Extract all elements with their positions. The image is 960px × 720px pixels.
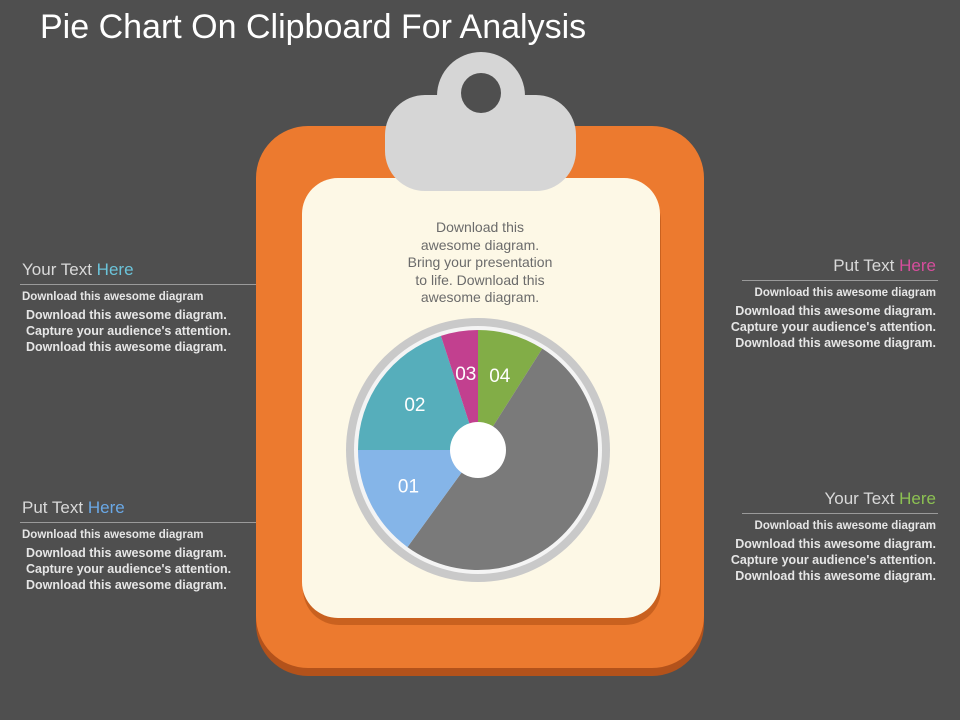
block-heading: Put Text Here — [700, 256, 940, 280]
pie-slice-label: 02 — [404, 395, 425, 416]
body-line: Download this awesome diagram. — [735, 304, 936, 318]
body-line: Download this awesome diagram. — [26, 340, 227, 354]
center-line: awesome diagram. — [420, 236, 540, 253]
block-body: Download this awesome diagram. Capture y… — [700, 536, 940, 584]
pie-slice-label: 04 — [489, 366, 511, 387]
pie-slice-label: 03 — [455, 364, 476, 385]
block-heading: Your Text Here — [18, 260, 258, 284]
heading-main: Put Text — [833, 256, 900, 275]
heading-main: Put Text — [22, 498, 88, 517]
clip-icon — [385, 52, 576, 191]
page-title: Pie Chart On Clipboard For Analysis — [40, 8, 587, 46]
pie-slice-02 — [358, 335, 478, 450]
body-line: Capture your audience's attention. — [730, 320, 936, 334]
body-line: Capture your audience's attention. — [730, 553, 936, 567]
pie-slice-label: 01 — [398, 476, 419, 497]
divider — [742, 280, 938, 281]
heading-accent: Here — [96, 260, 134, 279]
text-block-bottom-right: Your Text Here Download this awesome dia… — [700, 489, 940, 584]
body-line: Capture your audience's attention. — [26, 324, 232, 338]
center-description: Download this awesome diagram. Bring you… — [395, 219, 565, 307]
center-line: Bring your presentation — [407, 254, 553, 270]
heading-accent: Here — [899, 256, 936, 275]
center-line: awesome diagram. — [420, 289, 540, 305]
block-body: Download this awesome diagram. Capture y… — [18, 307, 258, 355]
block-subheading: Download this awesome diagram — [754, 520, 936, 532]
pie-slice-04 — [478, 330, 543, 450]
center-line: Download this — [436, 219, 524, 235]
body-line: Download this awesome diagram. — [26, 578, 227, 592]
text-block-top-right: Put Text Here Download this awesome diag… — [700, 256, 940, 351]
block-heading: Your Text Here — [700, 489, 940, 513]
body-line: Download this awesome diagram. — [735, 336, 936, 350]
block-subheading: Download this awesome diagram — [754, 287, 936, 299]
heading-accent: Here — [87, 498, 125, 517]
pie-hole — [450, 422, 506, 478]
divider — [20, 284, 256, 285]
block-body: Download this awesome diagram. Capture y… — [18, 545, 258, 593]
center-line: to life. Download this — [415, 271, 545, 288]
block-heading: Put Text Here — [18, 498, 258, 522]
pie-slice-03 — [440, 330, 478, 450]
body-line: Download this awesome diagram. — [26, 308, 227, 322]
heading-main: Your Text — [824, 489, 900, 508]
text-block-top-left: Your Text Here Download this awesome dia… — [18, 260, 258, 355]
divider — [742, 513, 938, 514]
heading-main: Your Text — [22, 260, 97, 279]
block-subheading: Download this awesome diagram — [22, 291, 204, 303]
body-line: Capture your audience's attention. — [26, 562, 232, 576]
block-body: Download this awesome diagram. Capture y… — [700, 303, 940, 351]
body-line: Download this awesome diagram. — [735, 569, 936, 583]
text-block-bottom-left: Put Text Here Download this awesome diag… — [18, 498, 258, 593]
body-line: Download this awesome diagram. — [735, 537, 936, 551]
divider — [20, 522, 256, 523]
heading-accent: Here — [899, 489, 936, 508]
block-subheading: Download this awesome diagram — [22, 529, 204, 541]
body-line: Download this awesome diagram. — [26, 546, 227, 560]
pie-slice-01 — [358, 450, 478, 548]
pie-chart: 04 01 02 03 — [346, 318, 610, 582]
